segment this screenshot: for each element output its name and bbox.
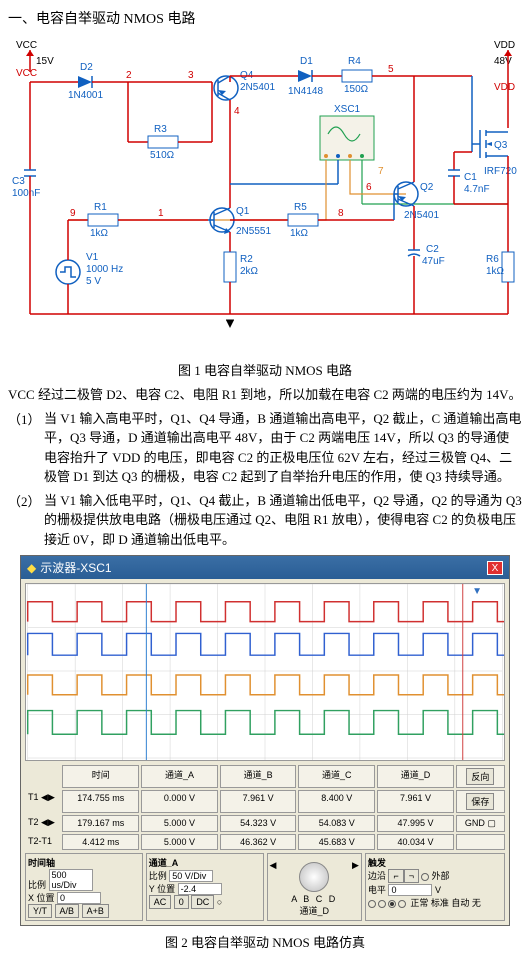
scope-title-text: ◆示波器-XSC1 — [27, 559, 112, 576]
item-1-num: （1） — [8, 409, 38, 487]
R4-label: R4 — [348, 56, 361, 67]
C3-label: C3 — [12, 176, 25, 187]
item-2-num: （2） — [8, 491, 38, 550]
XSC1-label: XSC1 — [334, 104, 361, 115]
R5-val: 1kΩ — [290, 228, 309, 239]
C3-val: 100nF — [12, 188, 40, 199]
D2-label: D2 — [80, 62, 93, 73]
apb-button[interactable]: A+B — [82, 904, 109, 918]
hdr-time: 时间 — [62, 765, 139, 788]
fig2-caption: 图 2 电容自举驱动 NMOS 电路仿真 — [8, 932, 522, 951]
R1-val: 1kΩ — [90, 228, 109, 239]
trigger-group: 触发 边沿 ⌐¬ 外部 电平 0 V 正常 标准 自动 无 — [365, 853, 505, 921]
section-title: 一、电容自举驱动 NMOS 电路 — [8, 8, 522, 28]
hdr-B: 通道_B — [220, 765, 297, 788]
reverse-button[interactable]: 反向 — [466, 768, 494, 785]
C2-label: C2 — [426, 244, 439, 255]
D2-model: 1N4001 — [68, 90, 103, 101]
vcc-red: VCC — [16, 68, 37, 79]
D1-model: 1N4148 — [288, 86, 323, 97]
V1-amp: 5 V — [86, 276, 101, 287]
node7: 7 — [378, 166, 384, 177]
dc-button[interactable]: DC — [191, 895, 214, 909]
node8: 8 — [338, 208, 344, 219]
scope-screen: ▼ — [25, 583, 505, 761]
Q4-model: 2N5401 — [240, 82, 275, 93]
vdd-label: VDD — [494, 40, 515, 51]
R1-label: R1 — [94, 202, 107, 213]
cursor-readout: 时间 通道_A 通道_B 通道_C 通道_D 反向 T1 ◀▶ 174.755 … — [25, 765, 505, 850]
chA-ypos[interactable]: -2.4 — [178, 883, 222, 895]
circuit-figure: .w{stroke:#d00000;stroke-width:1.5;fill:… — [8, 34, 522, 354]
xpos-input[interactable]: 0 — [57, 892, 101, 904]
edge-fall[interactable]: ¬ — [404, 869, 419, 883]
R4-val: 150Ω — [344, 84, 369, 95]
V1-freq: 1000 Hz — [86, 264, 123, 275]
trigger-marker-icon: ▼ — [472, 586, 482, 597]
Q1-label: Q1 — [236, 206, 250, 217]
R2-val: 2kΩ — [240, 266, 259, 277]
knob-icon[interactable] — [299, 862, 329, 892]
R2-label: R2 — [240, 254, 253, 265]
zero-button[interactable]: 0 — [174, 895, 189, 909]
vcc-volt: 15V — [36, 56, 54, 67]
node3: 3 — [188, 70, 194, 81]
node5: 5 — [388, 64, 394, 75]
hdr-C: 通道_C — [298, 765, 375, 788]
Q3-model: IRF720 — [484, 166, 517, 177]
yt-button[interactable]: Y/T — [28, 904, 52, 918]
item-1-body: 当 V1 输入高电平时，Q1、Q4 导通，B 通道输出高电平，Q2 截止，C 通… — [44, 409, 522, 487]
node2: 2 — [126, 70, 132, 81]
C1-val: 4.7nF — [464, 184, 490, 195]
scope-window: ◆示波器-XSC1 X ▼ 时间 通道_A 通道_B 通道_C 通道_D 反向 … — [20, 555, 510, 926]
item-2: （2） 当 V1 输入低电平时，Q1、Q4 截止，B 通道输出低电平，Q2 导通… — [8, 491, 522, 550]
node4: 4 — [234, 106, 240, 117]
node9: 9 — [70, 208, 76, 219]
hdr-A: 通道_A — [141, 765, 218, 788]
vdd-volt: 48V — [494, 56, 512, 67]
item-2-body: 当 V1 输入低电平时，Q1、Q4 截止，B 通道输出低电平，Q2 导通，Q2 … — [44, 491, 522, 550]
intro-paragraph: VCC 经过二极管 D2、电容 C2、电阻 R1 到地，所以加载在电容 C2 两… — [8, 385, 522, 405]
level-input[interactable]: 0 — [388, 884, 432, 896]
R3-val: 510Ω — [150, 150, 175, 161]
Q2-label: Q2 — [420, 182, 434, 193]
edge-rise[interactable]: ⌐ — [388, 869, 403, 883]
ab-button[interactable]: A/B — [55, 904, 80, 918]
vdd-red: VDD — [494, 82, 515, 93]
scope-titlebar: ◆示波器-XSC1 X — [21, 556, 509, 579]
node6: 6 — [366, 182, 372, 193]
hdr-D: 通道_D — [377, 765, 454, 788]
R6-val: 1kΩ — [486, 266, 505, 277]
item-1: （1） 当 V1 输入高电平时，Q1、Q4 导通，B 通道输出高电平，Q2 截止… — [8, 409, 522, 487]
chA-scale[interactable]: 50 V/Div — [169, 870, 213, 882]
save-button[interactable]: 保存 — [466, 793, 494, 810]
timebase-group: 时间轴 比例 500 us/Div X 位置 0 Y/T A/B A+B — [25, 853, 143, 921]
D1-label: D1 — [300, 56, 313, 67]
R3-label: R3 — [154, 124, 167, 135]
ac-button[interactable]: AC — [149, 895, 172, 909]
scope-icon: ◆ — [27, 561, 36, 575]
channel-select: ◀▶ A B C D 通道_D — [267, 853, 362, 921]
Q2-model: 2N5401 — [404, 210, 439, 221]
node1: 1 — [158, 208, 164, 219]
fig1-caption: 图 1 电容自举驱动 NMOS 电路 — [8, 360, 522, 379]
channel-A-group: 通道_A 比例 50 V/Div Y 位置 -2.4 AC 0 DC ○ — [146, 853, 264, 921]
C2-val: 47uF — [422, 256, 445, 267]
R5-label: R5 — [294, 202, 307, 213]
C1-label: C1 — [464, 172, 477, 183]
vcc-label: VCC — [16, 40, 37, 51]
Q3-label: Q3 — [494, 140, 508, 151]
close-button[interactable]: X — [487, 561, 503, 575]
Q1-model: 2N5551 — [236, 226, 271, 237]
timebase-input[interactable]: 500 us/Div — [49, 869, 93, 891]
V1-label: V1 — [86, 252, 99, 263]
R6-label: R6 — [486, 254, 499, 265]
